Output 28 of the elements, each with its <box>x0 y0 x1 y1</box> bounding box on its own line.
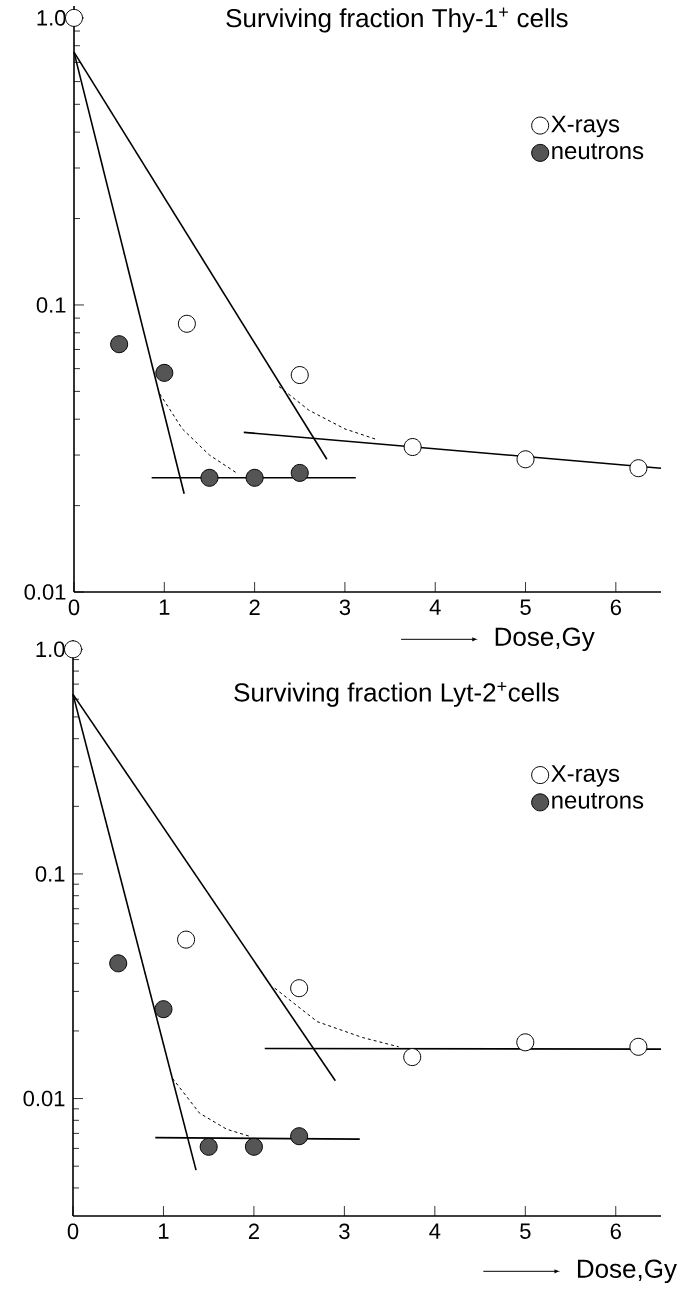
x-tick-label: 5 <box>519 1223 531 1239</box>
x-tick-label: 0 <box>68 599 80 616</box>
legend-label: neutrons <box>552 143 644 160</box>
y-tick-label: 0.1 <box>35 866 65 882</box>
x-tick-label: 2 <box>248 1223 259 1239</box>
x-tick-label: 2 <box>249 599 260 615</box>
x-tick-label: 1 <box>158 1223 169 1239</box>
y-tick-label: 1.0 <box>36 641 65 658</box>
x-tick-label: 6 <box>610 1223 621 1240</box>
text: Surviving fraction Lyt-2$^{+}$cells <box>234 681 559 707</box>
x-axis-title: Dose,Gy <box>577 1259 677 1284</box>
x-tick-label: 3 <box>339 599 350 616</box>
legend-label: X-rays <box>551 765 619 787</box>
x-tick-label: 1 <box>159 599 170 615</box>
y-tick-label: 0.01 <box>24 584 66 600</box>
x-tick-label: 4 <box>429 599 441 615</box>
y-tick-label: 1.0 <box>37 10 66 26</box>
x-axis-title: Dose,Gy <box>495 627 595 652</box>
x-tick-label: 4 <box>429 1223 441 1239</box>
chart-title: Surviving fraction Thy-1$^{+}$ cells <box>226 7 568 33</box>
y-tick-label: 0.01 <box>23 1090 65 1107</box>
x-tick-label: 5 <box>520 599 531 615</box>
x-tick-label: 3 <box>338 1223 350 1240</box>
y-tick-label: 0.1 <box>36 297 66 313</box>
legend-label: X-rays <box>551 115 619 138</box>
x-tick-label: 0 <box>67 1223 79 1240</box>
x-tick-label: 6 <box>610 599 621 616</box>
legend-label: neutrons <box>552 792 644 809</box>
